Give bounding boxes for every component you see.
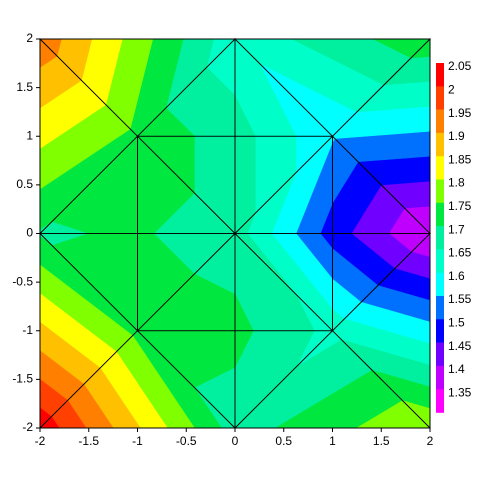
y-tick-label: 0.5 xyxy=(16,177,33,191)
colorbar-label: 1.4 xyxy=(448,362,465,376)
colorbar-label: 1.5 xyxy=(448,315,465,329)
colorbar-label: 1.6 xyxy=(448,269,465,283)
y-tick-label: 2 xyxy=(26,31,33,45)
colorbar-label: 1.8 xyxy=(448,176,465,190)
colorbar-segment xyxy=(436,132,444,157)
x-tick-label: -2 xyxy=(35,434,46,448)
colorbar-label: 1.65 xyxy=(448,246,472,260)
colorbar-segment xyxy=(436,86,444,110)
y-tick-label: -2 xyxy=(22,420,33,434)
colorbar-label: 1.85 xyxy=(448,152,472,166)
y-tick-label: -1.5 xyxy=(12,372,33,386)
colorbar-segment xyxy=(436,389,444,413)
colorbar-label: 1.45 xyxy=(448,339,472,353)
y-tick-label: -0.5 xyxy=(12,274,33,288)
colorbar-segment xyxy=(436,342,444,367)
y-tick-label: 1 xyxy=(26,128,33,142)
colorbar-label: 1.7 xyxy=(448,222,465,236)
x-tick-label: 2 xyxy=(427,434,434,448)
mesh-edge xyxy=(234,233,333,332)
colorbar-segment xyxy=(436,63,444,87)
x-tick-label: 0.5 xyxy=(275,434,292,448)
colorbar-segment xyxy=(436,179,444,204)
colorbar-label: 2.05 xyxy=(448,59,472,73)
colorbar-label: 1.9 xyxy=(448,129,465,143)
colorbar-segment xyxy=(436,109,444,134)
x-tick-label: -0.5 xyxy=(176,434,197,448)
x-tick-label: -1.5 xyxy=(78,434,99,448)
colorbar-segment xyxy=(436,249,444,273)
y-tick-label: 0 xyxy=(26,226,33,240)
colorbar-segment xyxy=(436,296,444,320)
y-tick-label: -1 xyxy=(22,323,33,337)
colorbar-segment xyxy=(436,365,444,390)
colorbar-segment xyxy=(436,156,444,180)
colorbar-segment xyxy=(436,319,444,343)
colorbar-label: 1.55 xyxy=(448,292,472,306)
colorbar-label: 1.35 xyxy=(448,385,472,399)
colorbar-label: 1.95 xyxy=(448,106,472,120)
x-tick-label: -1 xyxy=(132,434,143,448)
y-tick-label: 1.5 xyxy=(16,80,33,94)
colorbar-label: 2 xyxy=(448,82,455,96)
x-tick-label: 1 xyxy=(329,434,336,448)
colorbar-label: 1.75 xyxy=(448,199,472,213)
x-tick-label: 1.5 xyxy=(373,434,390,448)
colorbar-segment xyxy=(436,226,444,250)
colorbar-segment xyxy=(436,272,444,297)
x-tick-label: 0 xyxy=(232,434,239,448)
colorbar-segment xyxy=(436,202,444,227)
